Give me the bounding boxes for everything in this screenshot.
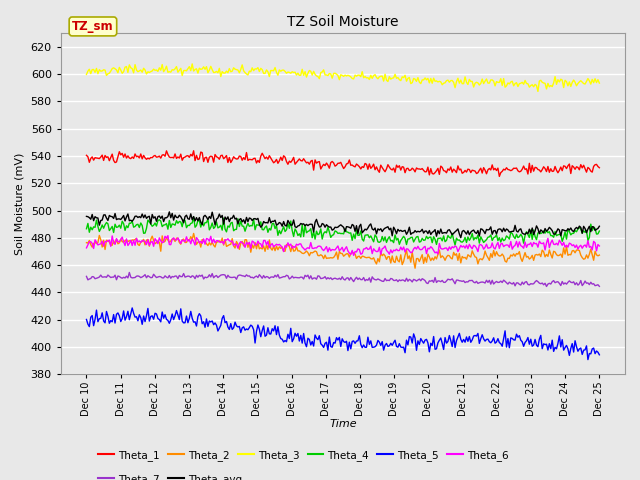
Theta_2	[570, 248, 577, 253]
Theta_avg	[595, 223, 603, 229]
Theta_2	[254, 240, 262, 246]
Theta_6	[164, 233, 172, 239]
Theta_avg	[145, 213, 153, 219]
Theta_6	[350, 252, 358, 258]
Y-axis label: Soil Moisture (mV): Soil Moisture (mV)	[15, 153, 25, 255]
Theta_4	[570, 230, 577, 236]
Theta_7	[125, 270, 133, 276]
Theta_2	[308, 250, 316, 256]
Theta_2	[262, 242, 270, 248]
Line: Theta_1: Theta_1	[86, 151, 599, 177]
Theta_6	[308, 245, 316, 251]
Theta_5	[595, 352, 603, 358]
Theta_3	[570, 77, 577, 83]
Theta_4	[145, 219, 153, 225]
Theta_7	[570, 279, 577, 285]
Theta_3	[83, 72, 90, 77]
Theta_5	[83, 317, 90, 323]
Theta_5	[237, 330, 244, 336]
Theta_5	[262, 332, 270, 338]
Line: Theta_7: Theta_7	[86, 273, 599, 287]
Theta_6	[145, 242, 153, 248]
Theta_2	[190, 230, 198, 236]
Theta_avg	[83, 214, 90, 219]
Line: Theta_4: Theta_4	[86, 217, 599, 245]
Theta_3	[145, 70, 153, 75]
Legend: Theta_7, Theta_avg: Theta_7, Theta_avg	[94, 469, 246, 480]
Text: TZ_sm: TZ_sm	[72, 20, 114, 33]
Theta_2	[83, 240, 90, 246]
Theta_5	[308, 338, 316, 344]
Theta_avg	[254, 216, 262, 221]
X-axis label: Time: Time	[329, 419, 356, 429]
Line: Theta_3: Theta_3	[86, 64, 599, 91]
Line: Theta_2: Theta_2	[86, 233, 599, 268]
Theta_6	[595, 243, 603, 249]
Theta_avg	[457, 235, 465, 240]
Theta_3	[254, 65, 262, 71]
Theta_5	[147, 313, 155, 319]
Theta_3	[237, 66, 244, 72]
Theta_7	[83, 274, 90, 279]
Theta_7	[262, 274, 270, 279]
Theta_5	[129, 305, 136, 311]
Theta_4	[83, 226, 90, 232]
Theta_3	[188, 61, 196, 67]
Theta_1	[237, 154, 244, 159]
Theta_1	[190, 148, 198, 154]
Theta_3	[308, 72, 316, 78]
Theta_2	[145, 243, 153, 249]
Theta_1	[308, 157, 316, 163]
Theta_1	[83, 153, 90, 158]
Theta_6	[254, 238, 262, 244]
Theta_avg	[237, 216, 244, 221]
Theta_6	[237, 239, 244, 244]
Theta_avg	[308, 222, 316, 228]
Theta_4	[254, 222, 262, 228]
Theta_avg	[166, 209, 173, 215]
Theta_2	[237, 240, 244, 246]
Line: Theta_6: Theta_6	[86, 236, 599, 255]
Theta_3	[262, 67, 270, 73]
Theta_avg	[262, 220, 270, 226]
Theta_6	[570, 242, 577, 248]
Theta_2	[595, 252, 603, 258]
Theta_7	[254, 275, 262, 280]
Theta_4	[308, 235, 316, 240]
Theta_5	[584, 357, 592, 362]
Theta_6	[83, 245, 90, 251]
Theta_3	[534, 88, 542, 94]
Theta_5	[568, 341, 576, 347]
Theta_1	[570, 164, 577, 170]
Theta_7	[237, 272, 244, 278]
Theta_4	[237, 218, 244, 224]
Theta_6	[262, 242, 270, 248]
Theta_7	[308, 276, 316, 282]
Theta_1	[262, 154, 270, 160]
Theta_4	[595, 228, 603, 234]
Theta_4	[451, 242, 459, 248]
Theta_avg	[570, 228, 577, 234]
Line: Theta_5: Theta_5	[86, 308, 599, 360]
Theta_3	[595, 80, 603, 86]
Title: TZ Soil Moisture: TZ Soil Moisture	[287, 15, 399, 29]
Line: Theta_avg: Theta_avg	[86, 212, 599, 238]
Theta_1	[495, 174, 503, 180]
Theta_1	[145, 156, 153, 162]
Theta_1	[595, 165, 603, 170]
Theta_7	[543, 284, 550, 289]
Theta_7	[147, 275, 155, 280]
Theta_7	[595, 284, 603, 289]
Theta_4	[190, 214, 198, 220]
Theta_5	[254, 322, 262, 328]
Theta_2	[412, 265, 419, 271]
Theta_4	[262, 223, 270, 229]
Theta_1	[254, 157, 262, 163]
